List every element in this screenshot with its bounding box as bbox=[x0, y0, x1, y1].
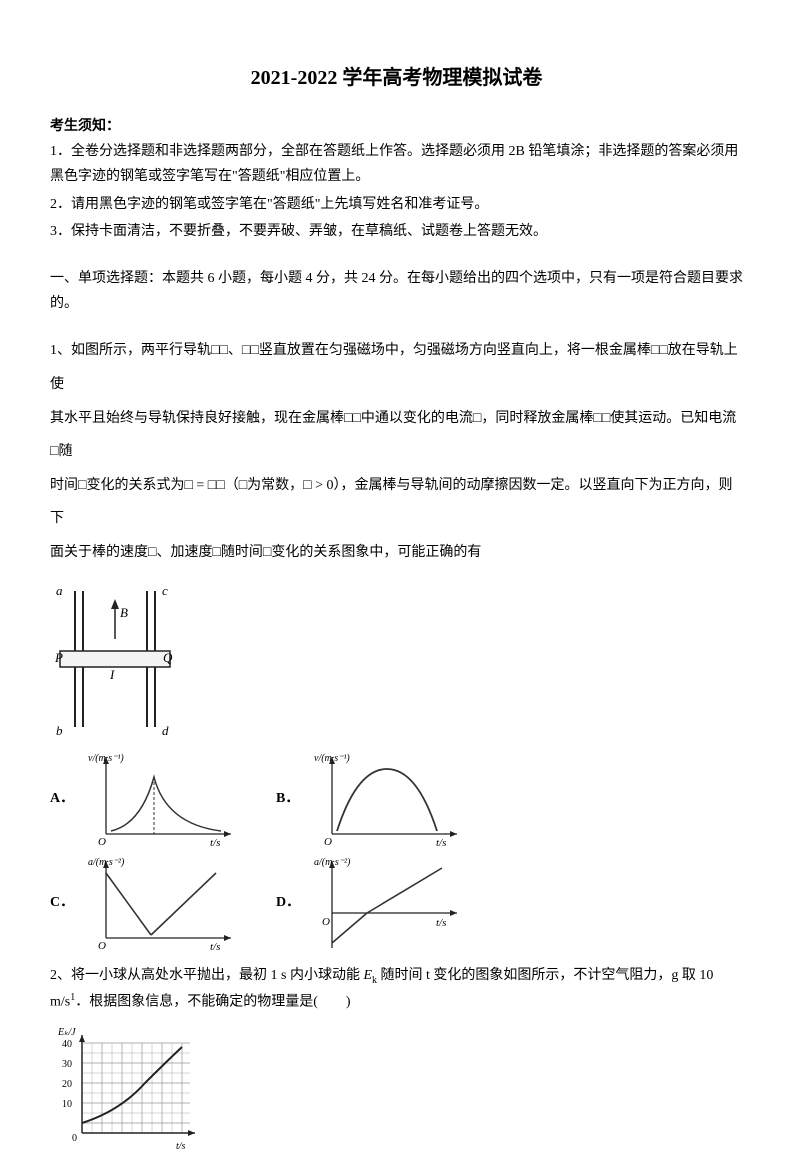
option-row-ab: A． O t/s v/(m·s⁻¹) B． O t/s v/(m·s⁻¹) bbox=[50, 749, 743, 849]
q2-c: ．根据图象信息，不能确定的物理量是( ) bbox=[75, 995, 350, 1010]
svg-text:20: 20 bbox=[62, 1079, 72, 1090]
question-1: 1、如图所示，两平行导轨□□、□□竖直放置在匀强磁场中，匀强磁场方向竖直向上，将… bbox=[50, 334, 743, 569]
svg-text:t/s: t/s bbox=[436, 917, 446, 929]
q1-line-d: 面关于棒的速度□、加速度□随时间□变化的关系图象中，可能正确的有 bbox=[50, 536, 743, 570]
graph-option-d: O t/s a/(m·s⁻²) bbox=[312, 853, 462, 953]
q2-graph-figure: 40 30 20 10 0 Eₖ/J t/s bbox=[50, 1023, 743, 1167]
label-b: b bbox=[56, 723, 63, 738]
svg-text:O: O bbox=[98, 940, 106, 952]
svg-text:a/(m·s⁻²): a/(m·s⁻²) bbox=[314, 857, 351, 868]
notice-2: 2．请用黑色字迹的钢笔或签字笔在"答题纸"上先填写姓名和准考证号。 bbox=[50, 192, 743, 217]
svg-text:40: 40 bbox=[62, 1039, 72, 1050]
svg-text:0: 0 bbox=[72, 1133, 77, 1144]
page-title: 2021-2022 学年高考物理模拟试卷 bbox=[50, 60, 743, 96]
option-row-cd: C． O t/s a/(m·s⁻²) D． O t/s a/(m·s⁻²) bbox=[50, 853, 743, 953]
svg-text:O: O bbox=[98, 836, 106, 848]
svg-text:v/(m·s⁻¹): v/(m·s⁻¹) bbox=[314, 753, 350, 764]
question-2: 2、将一小球从高处水平抛出，最初 1 s 内小球动能 Ek 随时间 t 变化的图… bbox=[50, 963, 743, 1016]
svg-text:O: O bbox=[324, 836, 332, 848]
graph-option-c: O t/s a/(m·s⁻²) bbox=[86, 853, 236, 953]
label-B: B bbox=[120, 605, 128, 620]
notice-1: 1．全卷分选择题和非选择题两部分，全部在答题纸上作答。选择题必须用 2B 铅笔填… bbox=[50, 139, 743, 189]
q2-a: 2、将一小球从高处水平抛出，最初 1 s 内小球动能 bbox=[50, 968, 363, 983]
option-a-label: A． bbox=[50, 786, 76, 811]
svg-text:10: 10 bbox=[62, 1099, 72, 1110]
label-d: d bbox=[162, 723, 169, 738]
svg-text:30: 30 bbox=[62, 1059, 72, 1070]
q1-line-a: 1、如图所示，两平行导轨□□、□□竖直放置在匀强磁场中，匀强磁场方向竖直向上，将… bbox=[50, 334, 743, 401]
label-a: a bbox=[56, 583, 63, 598]
q1-line-c: 时间□变化的关系式为□ = □□（□为常数，□ > 0），金属棒与导轨间的动摩擦… bbox=[50, 469, 743, 536]
svg-text:a/(m·s⁻²): a/(m·s⁻²) bbox=[88, 857, 125, 868]
notice-heading: 考生须知： bbox=[50, 119, 120, 134]
svg-text:t/s: t/s bbox=[210, 941, 220, 953]
svg-text:t/s: t/s bbox=[436, 837, 446, 849]
svg-text:Eₖ/J: Eₖ/J bbox=[57, 1027, 76, 1038]
q1-apparatus-figure: a c b d P Q I B bbox=[50, 579, 743, 748]
label-Q: Q bbox=[163, 650, 173, 665]
graph-option-a: O t/s v/(m·s⁻¹) bbox=[86, 749, 236, 849]
option-c-label: C． bbox=[50, 890, 76, 915]
label-c: c bbox=[162, 583, 168, 598]
label-P: P bbox=[54, 650, 63, 665]
svg-text:t/s: t/s bbox=[210, 837, 220, 849]
section-1-title: 一、单项选择题：本题共 6 小题，每小题 4 分，共 24 分。在每小题给出的四… bbox=[50, 266, 743, 316]
notice-block: 考生须知： 1．全卷分选择题和非选择题两部分，全部在答题纸上作答。选择题必须用 … bbox=[50, 114, 743, 244]
svg-text:O: O bbox=[322, 916, 330, 928]
option-b-label: B． bbox=[276, 786, 302, 811]
graph-option-b: O t/s v/(m·s⁻¹) bbox=[312, 749, 462, 849]
svg-text:v/(m·s⁻¹): v/(m·s⁻¹) bbox=[88, 753, 124, 764]
label-I: I bbox=[109, 667, 115, 682]
option-d-label: D． bbox=[276, 890, 302, 915]
notice-3: 3．保持卡面清洁，不要折叠，不要弄破、弄皱，在草稿纸、试题卷上答题无效。 bbox=[50, 219, 743, 244]
svg-text:t/s: t/s bbox=[176, 1141, 186, 1152]
q1-line-b: 其水平且始终与导轨保持良好接触，现在金属棒□□中通以变化的电流□，同时释放金属棒… bbox=[50, 402, 743, 469]
